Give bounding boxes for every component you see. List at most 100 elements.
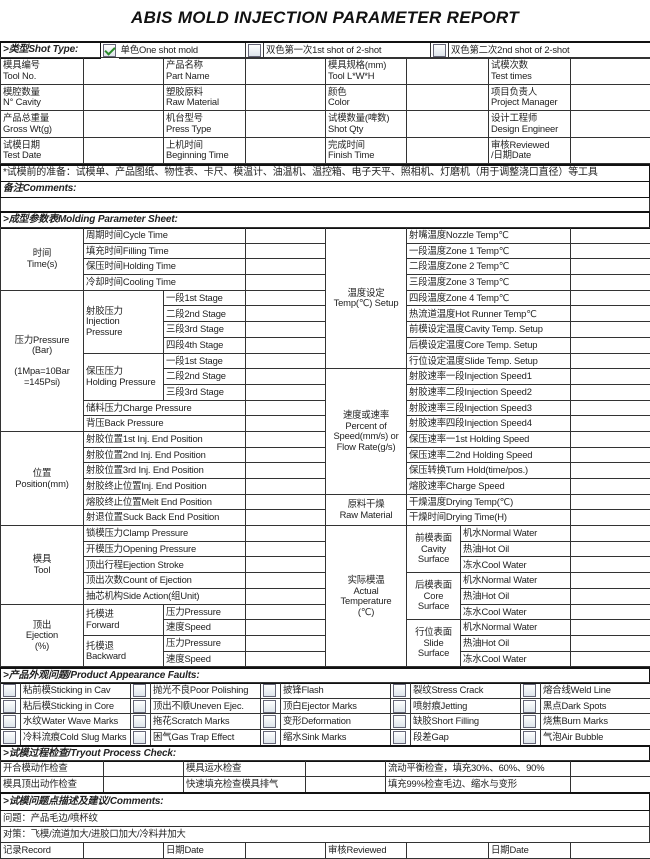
param-value[interactable]: [571, 510, 650, 526]
fault-checkbox-cell[interactable]: [261, 698, 281, 714]
param-value[interactable]: [246, 651, 326, 667]
fault-checkbox-cell[interactable]: [261, 730, 281, 746]
footer-value[interactable]: [407, 843, 489, 859]
check-value[interactable]: [306, 777, 386, 793]
checkbox-second-shot[interactable]: [433, 44, 446, 57]
footer-value[interactable]: [571, 843, 650, 859]
fault-checkbox[interactable]: [393, 731, 406, 744]
param-value[interactable]: [246, 557, 326, 573]
field-value[interactable]: [407, 58, 489, 85]
param-value[interactable]: [246, 322, 326, 338]
param-value[interactable]: [571, 604, 650, 620]
comment-line[interactable]: 问题：产品毛边/喷杯纹: [1, 810, 650, 826]
param-value[interactable]: [246, 541, 326, 557]
fault-checkbox[interactable]: [393, 684, 406, 697]
check-value[interactable]: [571, 777, 650, 793]
param-value[interactable]: [571, 573, 650, 589]
fault-checkbox-cell[interactable]: [261, 714, 281, 730]
param-value[interactable]: [246, 588, 326, 604]
param-value[interactable]: [246, 400, 326, 416]
fault-checkbox-cell[interactable]: [391, 683, 411, 699]
fault-checkbox[interactable]: [3, 684, 16, 697]
fault-checkbox[interactable]: [523, 731, 536, 744]
fault-checkbox[interactable]: [263, 731, 276, 744]
fault-checkbox[interactable]: [3, 731, 16, 744]
fault-checkbox[interactable]: [3, 700, 16, 713]
field-value[interactable]: [84, 111, 164, 138]
param-value[interactable]: [571, 259, 650, 275]
field-value[interactable]: [571, 137, 650, 164]
param-value[interactable]: [571, 526, 650, 542]
param-value[interactable]: [571, 651, 650, 667]
field-value[interactable]: [246, 84, 326, 111]
param-value[interactable]: [246, 228, 326, 244]
checkbox-first-shot[interactable]: [248, 44, 261, 57]
param-value[interactable]: [571, 384, 650, 400]
fault-checkbox[interactable]: [393, 700, 406, 713]
fault-checkbox[interactable]: [523, 684, 536, 697]
param-value[interactable]: [571, 431, 650, 447]
check-value[interactable]: [104, 777, 184, 793]
param-value[interactable]: [246, 635, 326, 651]
param-value[interactable]: [246, 447, 326, 463]
fault-checkbox[interactable]: [133, 731, 146, 744]
field-value[interactable]: [407, 137, 489, 164]
field-value[interactable]: [84, 137, 164, 164]
check-value[interactable]: [104, 761, 184, 777]
param-value[interactable]: [246, 416, 326, 432]
fault-checkbox-cell[interactable]: [391, 714, 411, 730]
fault-checkbox-cell[interactable]: [1, 683, 21, 699]
param-value[interactable]: [246, 510, 326, 526]
fault-checkbox[interactable]: [263, 684, 276, 697]
fault-checkbox-cell[interactable]: [1, 714, 21, 730]
param-value[interactable]: [571, 337, 650, 353]
fault-checkbox[interactable]: [133, 684, 146, 697]
param-value[interactable]: [571, 275, 650, 291]
param-value[interactable]: [571, 306, 650, 322]
fault-checkbox[interactable]: [393, 715, 406, 728]
fault-checkbox-cell[interactable]: [521, 698, 541, 714]
param-value[interactable]: [571, 557, 650, 573]
fault-checkbox-cell[interactable]: [391, 698, 411, 714]
param-value[interactable]: [571, 416, 650, 432]
field-value[interactable]: [246, 137, 326, 164]
fault-checkbox-cell[interactable]: [131, 698, 151, 714]
fault-checkbox-cell[interactable]: [131, 683, 151, 699]
param-value[interactable]: [246, 384, 326, 400]
param-value[interactable]: [246, 259, 326, 275]
param-value[interactable]: [571, 322, 650, 338]
field-value[interactable]: [571, 84, 650, 111]
param-value[interactable]: [571, 243, 650, 259]
param-value[interactable]: [246, 369, 326, 385]
field-value[interactable]: [571, 58, 650, 85]
param-value[interactable]: [571, 541, 650, 557]
param-value[interactable]: [246, 620, 326, 636]
field-value[interactable]: [84, 84, 164, 111]
footer-value[interactable]: [246, 843, 326, 859]
comments-field[interactable]: [1, 197, 650, 212]
checkbox-one-shot[interactable]: [103, 44, 116, 57]
param-value[interactable]: [246, 290, 326, 306]
check-value[interactable]: [571, 761, 650, 777]
fault-checkbox[interactable]: [263, 700, 276, 713]
param-value[interactable]: [571, 635, 650, 651]
param-value[interactable]: [571, 588, 650, 604]
param-value[interactable]: [246, 494, 326, 510]
param-value[interactable]: [571, 463, 650, 479]
field-value[interactable]: [246, 58, 326, 85]
fault-checkbox[interactable]: [133, 700, 146, 713]
fault-checkbox[interactable]: [523, 700, 536, 713]
fault-checkbox[interactable]: [133, 715, 146, 728]
param-value[interactable]: [246, 275, 326, 291]
fault-checkbox-cell[interactable]: [1, 730, 21, 746]
fault-checkbox-cell[interactable]: [521, 730, 541, 746]
param-value[interactable]: [571, 369, 650, 385]
param-value[interactable]: [246, 463, 326, 479]
fault-checkbox-cell[interactable]: [1, 698, 21, 714]
param-value[interactable]: [571, 228, 650, 244]
comment-line[interactable]: 对策：飞模/流道加大/进胶口加大/冷料井加大: [1, 826, 650, 842]
fault-checkbox[interactable]: [3, 715, 16, 728]
fault-checkbox-cell[interactable]: [521, 714, 541, 730]
param-value[interactable]: [246, 306, 326, 322]
param-value[interactable]: [246, 573, 326, 589]
